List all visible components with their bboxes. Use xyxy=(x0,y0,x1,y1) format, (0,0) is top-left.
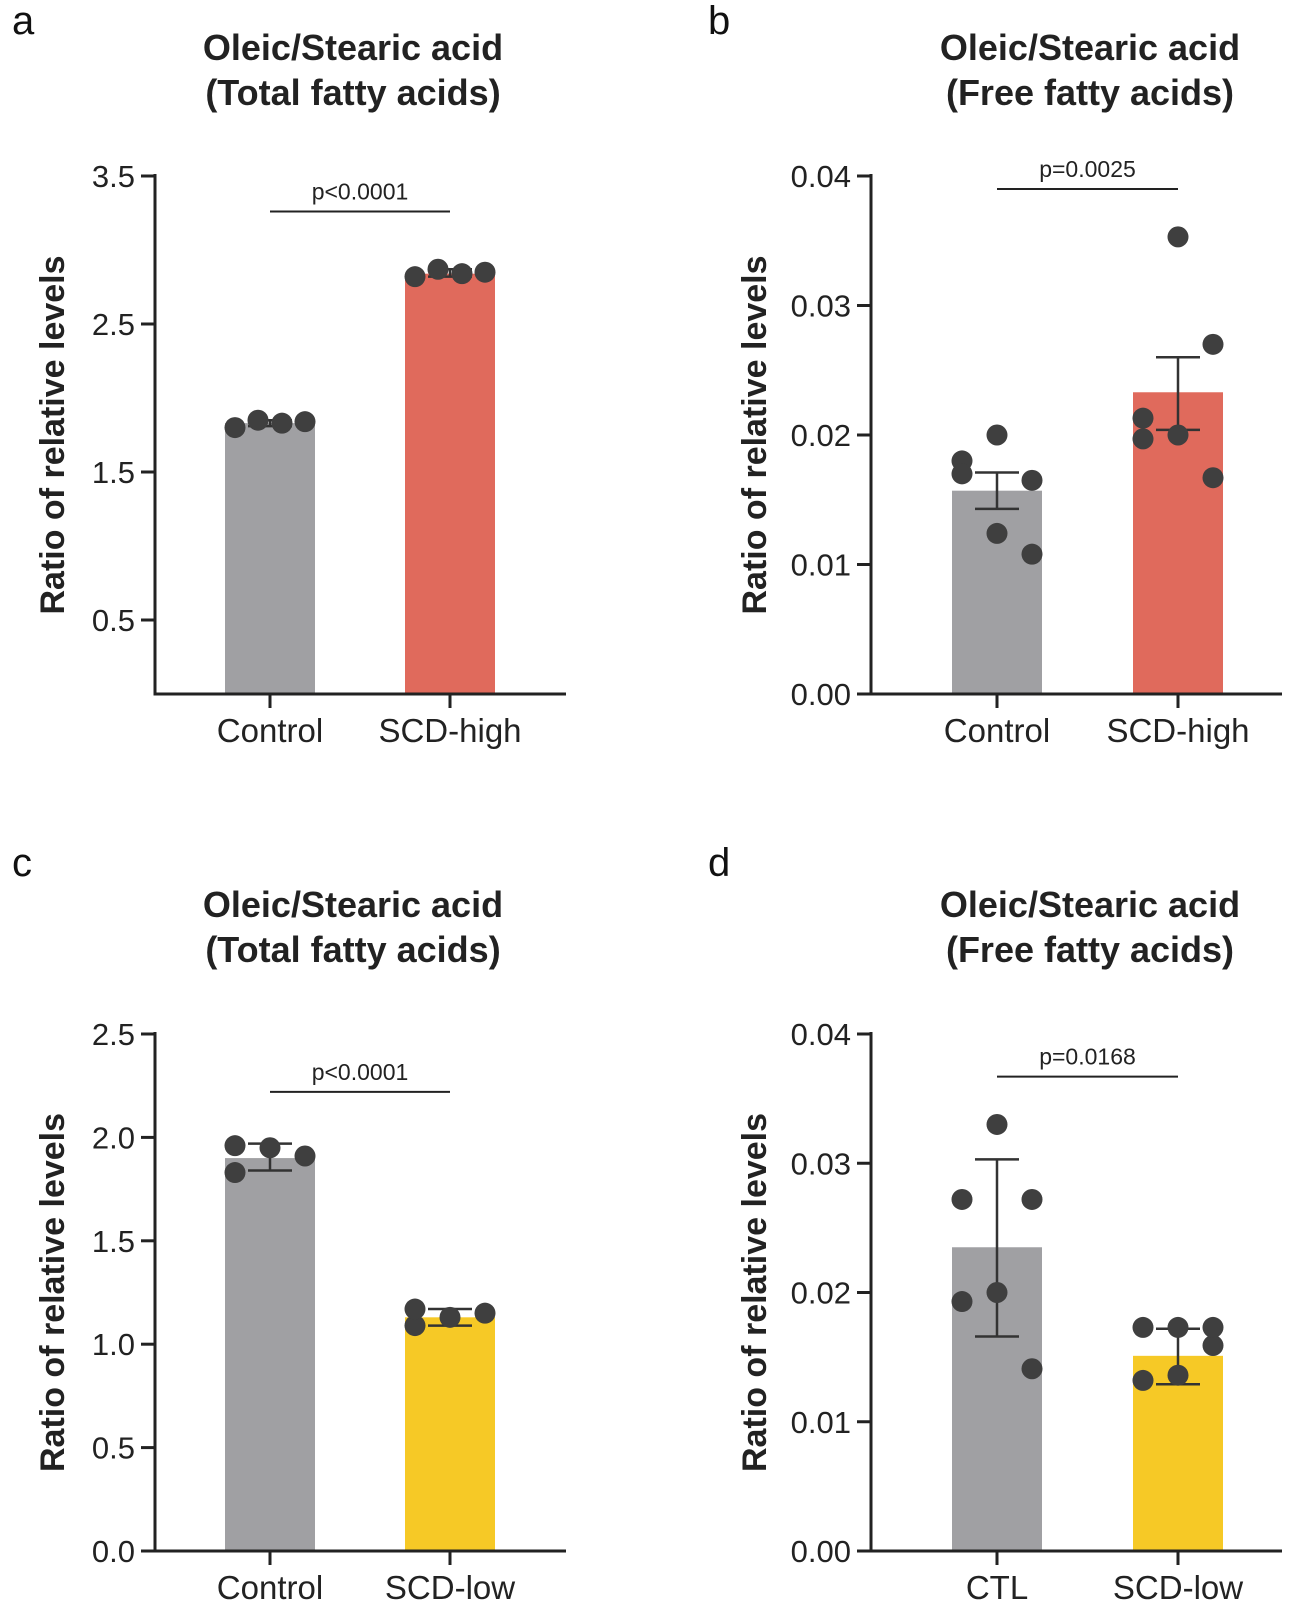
bar-control xyxy=(225,1158,315,1551)
y-tick-label: 2.0 xyxy=(92,1120,135,1155)
data-point xyxy=(1167,424,1189,446)
bar-scd-low xyxy=(405,1317,495,1551)
data-point xyxy=(1021,469,1043,491)
data-point xyxy=(1021,1358,1043,1380)
chart-title: Oleic/Stearic acid xyxy=(203,884,503,925)
y-axis-label: Ratio of relative levels xyxy=(34,1113,72,1472)
data-point xyxy=(951,463,973,485)
p-value-label: p<0.0001 xyxy=(312,179,409,205)
panel-b: b Oleic/Stearic acid(Free fatty acids) Rat… xyxy=(708,0,1282,749)
data-point xyxy=(294,411,316,433)
bar-control xyxy=(225,423,315,694)
data-point xyxy=(404,266,426,288)
bar-control xyxy=(952,490,1042,694)
y-tick-label: 0.01 xyxy=(791,1405,851,1440)
y-tick-label: 0.0 xyxy=(92,1534,135,1569)
data-point xyxy=(259,1137,281,1159)
data-point xyxy=(427,258,449,280)
chart-title: (Free fatty acids) xyxy=(946,72,1234,113)
p-value-label: p=0.0025 xyxy=(1039,156,1136,182)
panel-letter: d xyxy=(708,841,730,885)
x-tick-label: SCD-low xyxy=(385,1569,515,1605)
data-point xyxy=(247,409,269,431)
x-tick-label: Control xyxy=(217,1569,323,1605)
chart-title: (Free fatty acids) xyxy=(946,929,1234,970)
x-tick-label: CTL xyxy=(966,1569,1028,1605)
chart-title: Oleic/Stearic acid xyxy=(940,27,1240,68)
y-tick-label: 0.04 xyxy=(791,159,851,194)
data-point xyxy=(451,263,473,285)
x-tick-label: SCD-high xyxy=(1106,712,1249,749)
data-point xyxy=(224,1162,246,1184)
data-point xyxy=(439,1306,461,1328)
y-tick-label: 0.5 xyxy=(92,1431,135,1466)
panel-letter: b xyxy=(708,0,730,43)
data-point xyxy=(294,1145,316,1167)
data-point xyxy=(1202,333,1224,355)
y-tick-label: 0.03 xyxy=(791,1146,851,1181)
p-value-label: p=0.0168 xyxy=(1039,1044,1136,1070)
data-point xyxy=(986,522,1008,544)
y-tick-label: 0.5 xyxy=(92,603,135,638)
panel-d: d Oleic/Stearic acid(Free fatty acids) Rat… xyxy=(708,841,1282,1605)
data-point xyxy=(404,1315,426,1337)
y-tick-label: 2.5 xyxy=(92,307,135,342)
chart-title: (Total fatty acids) xyxy=(205,929,500,970)
y-axis-label: Ratio of relative levels xyxy=(736,255,774,614)
data-point xyxy=(986,1282,1008,1303)
data-point xyxy=(1132,428,1154,450)
y-tick-label: 3.5 xyxy=(92,159,135,194)
data-point xyxy=(1167,1364,1189,1386)
chart-title: (Total fatty acids) xyxy=(205,72,500,113)
y-tick-label: 2.5 xyxy=(92,1017,135,1052)
panel-a: a Oleic/Stearic acid(Total fatty acids) Ra… xyxy=(12,0,566,749)
data-point xyxy=(986,424,1008,446)
x-tick-label: Control xyxy=(944,712,1050,749)
data-point xyxy=(271,412,293,434)
data-point xyxy=(1167,226,1189,248)
y-axis-label: Ratio of relative levels xyxy=(736,1113,774,1472)
x-tick-label: SCD-high xyxy=(378,712,521,749)
data-point xyxy=(474,1302,496,1324)
chart-title: Oleic/Stearic acid xyxy=(203,27,503,68)
data-point xyxy=(1132,1369,1154,1391)
p-value-label: p<0.0001 xyxy=(312,1059,409,1085)
y-tick-label: 0.03 xyxy=(791,289,851,324)
data-point xyxy=(1021,1188,1043,1210)
data-point xyxy=(1202,467,1224,489)
data-point xyxy=(224,1135,246,1157)
panel-letter: a xyxy=(12,0,35,43)
data-point xyxy=(474,261,496,283)
y-tick-label: 0.02 xyxy=(791,418,851,453)
data-point xyxy=(1132,407,1154,429)
data-point xyxy=(404,1298,426,1320)
data-point xyxy=(1202,1334,1224,1356)
data-point xyxy=(951,1291,973,1313)
data-point xyxy=(986,1113,1008,1135)
y-axis-label: Ratio of relative levels xyxy=(34,255,72,614)
bar-scd-high xyxy=(405,273,495,694)
x-tick-label: Control xyxy=(217,712,323,749)
data-point xyxy=(1132,1316,1154,1338)
x-tick-label: SCD-low xyxy=(1113,1569,1243,1605)
y-tick-label: 1.5 xyxy=(92,1224,135,1259)
y-tick-label: 0.01 xyxy=(791,548,851,583)
y-tick-label: 0.04 xyxy=(791,1017,851,1052)
y-tick-label: 1.0 xyxy=(92,1327,135,1362)
data-point xyxy=(224,417,246,439)
y-tick-label: 1.5 xyxy=(92,455,135,490)
panel-c: c Oleic/Stearic acid(Total fatty acids) Ra… xyxy=(12,841,566,1605)
panel-letter: c xyxy=(12,841,32,885)
y-tick-label: 0.02 xyxy=(791,1276,851,1311)
data-point xyxy=(951,1188,973,1210)
data-point xyxy=(1202,1316,1224,1338)
data-point xyxy=(1167,1316,1189,1338)
y-tick-label: 0.00 xyxy=(791,1534,851,1569)
data-point xyxy=(1021,543,1043,565)
chart-title: Oleic/Stearic acid xyxy=(940,884,1240,925)
y-tick-label: 0.00 xyxy=(791,677,851,712)
